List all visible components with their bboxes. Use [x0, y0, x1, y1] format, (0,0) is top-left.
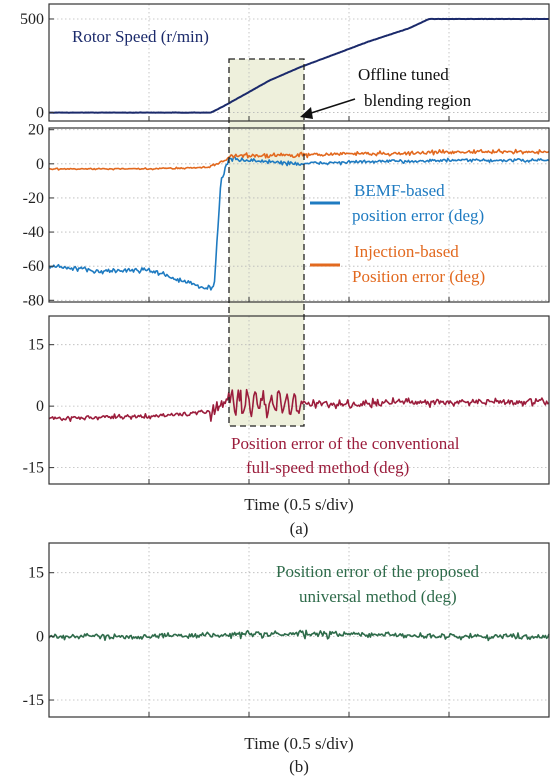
ytick-label-fusion: -80 [23, 292, 44, 309]
blend-arrow-head [300, 107, 313, 119]
ytick-label-speed: 0 [36, 105, 44, 122]
ytick-label-conventional: 0 [36, 398, 44, 415]
ytick-label-fusion: 20 [28, 122, 44, 139]
blend-label-line1: Offline tuned [358, 65, 449, 84]
ytick-label-fusion: -60 [23, 258, 44, 275]
series-line-conventional-0 [48, 388, 550, 422]
series-line-fusion-0 [48, 155, 550, 291]
background-layer [229, 59, 304, 426]
ytick-label-fusion: -20 [23, 190, 44, 207]
panel-frame-proposed [48, 542, 550, 718]
xlabel-b: Time (0.5 s/div) [244, 734, 353, 753]
conventional-label-1: Position error of the conventional [231, 434, 460, 453]
ytick-label-proposed: -15 [23, 692, 44, 709]
series-layer [48, 17, 550, 642]
sublabel-b: (b) [289, 757, 309, 776]
legend-label-injection-1: Injection-based [354, 242, 459, 261]
series-line-speed-0 [49, 17, 549, 114]
legend-label-bemf-2: position error (deg) [352, 206, 484, 225]
blending-region-fill [229, 59, 304, 426]
legend-label-bemf-1: BEMF-based [354, 181, 445, 200]
ytick-label-fusion: -40 [23, 224, 44, 241]
ytick-label-proposed: 15 [28, 565, 44, 582]
frame-layer [48, 3, 550, 718]
panel-frame-conventional [48, 315, 550, 485]
series-line-fusion-1 [48, 148, 550, 171]
series-line-proposed-0 [48, 629, 550, 642]
ytick-label-conventional: 15 [28, 337, 44, 354]
legend-label-injection-2: Position error (deg) [352, 267, 485, 286]
sublabel-a: (a) [290, 519, 309, 538]
panel-frame-fusion [48, 127, 550, 303]
ytick-label-speed: 500 [20, 11, 44, 28]
proposed-label-1: Position error of the proposed [276, 562, 480, 581]
blend-arrow-line [307, 98, 356, 115]
panel-frame-speed [48, 3, 550, 122]
blending-region-outline [228, 58, 305, 427]
blend-label-line2: blending region [364, 91, 472, 110]
proposed-label-2: universal method (deg) [299, 587, 457, 606]
text-layer: Rotor Speed (r/min) Offline tuned blending… [72, 27, 485, 776]
xlabel-a: Time (0.5 s/div) [244, 495, 353, 514]
ytick-label-fusion: 0 [36, 156, 44, 173]
grid-layer [49, 4, 549, 717]
conventional-label-2: full-speed method (deg) [246, 458, 409, 477]
speed-label: Rotor Speed (r/min) [72, 27, 209, 46]
ytick-label-proposed: 0 [36, 628, 44, 645]
ytick-label-conventional: -15 [23, 460, 44, 477]
